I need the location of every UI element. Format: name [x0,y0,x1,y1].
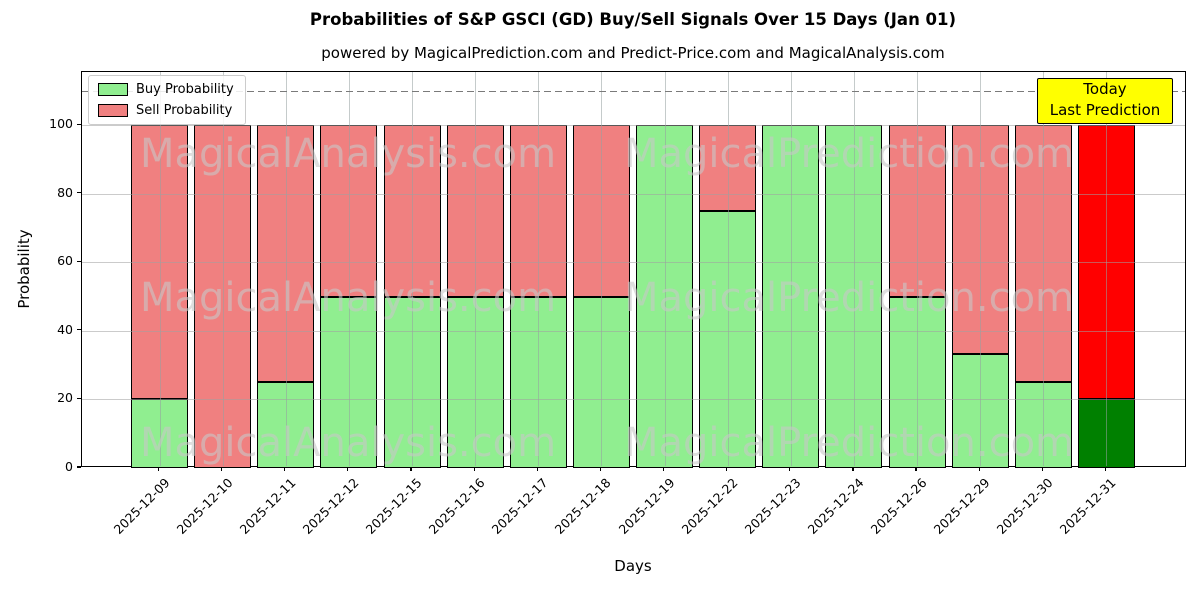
horizontal-gridline [82,330,1185,332]
x-tick-mark [978,467,980,471]
y-tick-label: 100 [49,116,73,132]
x-tick-mark [347,467,349,471]
x-tick-mark [536,467,538,471]
horizontal-gridline [82,193,1185,195]
vertical-gridline [980,72,982,466]
legend-label-sell: Sell Probability [136,103,233,118]
horizontal-gridline [82,125,1185,127]
legend: Buy Probability Sell Probability [88,75,246,125]
y-tick-mark [76,123,81,125]
plot-area: MagicalAnalysis.com MagicalPrediction.com… [81,71,1186,468]
x-tick-mark [852,467,854,471]
vertical-gridline [917,72,919,466]
x-tick-mark [473,467,475,471]
buy-probability-swatch [98,83,128,96]
x-tick-mark [284,467,286,471]
vertical-gridline [853,72,855,466]
vertical-gridline [475,72,477,466]
x-axis-label: Days [614,557,652,575]
x-tick-mark [1104,467,1107,471]
y-tick-label: 40 [57,321,73,337]
x-tick-mark [1041,467,1043,471]
today-annotation: Today Last Prediction [1037,78,1173,124]
x-tick-mark [221,467,223,471]
y-tick-mark [76,329,81,331]
today-annotation-line2: Last Prediction [1049,101,1161,119]
x-tick-mark [662,467,665,471]
today-annotation-line1: Today [1083,80,1127,98]
x-tick-mark [789,467,791,471]
legend-item-sell: Sell Probability [89,103,245,118]
chart-subtitle: powered by MagicalPrediction.com and Pre… [321,44,945,62]
vertical-gridline [412,72,414,466]
x-tick-mark [410,467,412,471]
vertical-gridline [1043,72,1045,466]
y-tick-mark [76,466,81,468]
vertical-gridline [159,72,161,466]
x-tick-mark [599,467,601,471]
x-tick-label: 2025-12-09 [110,475,173,537]
vertical-gridline [538,72,540,466]
horizontal-gridline [82,399,1185,401]
y-tick-label: 60 [57,253,73,269]
sell-probability-swatch [98,104,128,117]
chart-title: Probabilities of S&P GSCI (GD) Buy/Sell … [309,10,957,29]
vertical-gridline [285,72,287,466]
y-tick-label: 20 [57,390,73,406]
x-tick-mark [915,467,917,471]
legend-label-buy: Buy Probability [136,82,234,97]
y-tick-mark [76,260,81,262]
vertical-gridline [348,72,350,466]
legend-item-buy: Buy Probability [89,82,245,97]
vertical-gridline [790,72,792,466]
vertical-gridline [222,72,224,466]
vertical-gridline [1106,72,1108,466]
horizontal-gridline [82,262,1185,264]
x-tick-mark [157,467,160,471]
y-tick-mark [76,192,81,194]
y-tick-mark [76,397,81,400]
threshold-dashed-line [82,90,1185,93]
y-tick-label: 80 [57,184,73,200]
x-tick-mark [726,467,728,471]
vertical-gridline [727,72,729,466]
vertical-gridline [664,72,666,466]
vertical-gridline [601,72,603,466]
y-tick-label: 0 [65,459,73,474]
